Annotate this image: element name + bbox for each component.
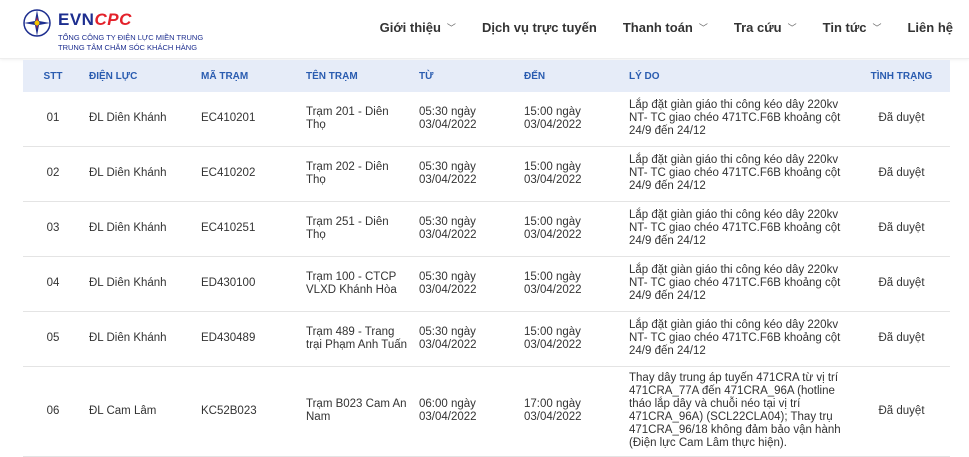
cell-mã-trạm: EC410202	[195, 146, 300, 202]
chevron-down-icon: ﹀	[787, 23, 797, 33]
cell-stt: 03	[23, 201, 83, 257]
table-row: 01 ĐL Diên Khánh EC410201 Trạm 201 - Diên T…	[23, 92, 950, 147]
cell-điện-lực: ĐL Diên Khánh	[83, 256, 195, 312]
cell-tình-trạng: Đã duyệt	[853, 92, 950, 147]
cell-đến: 15:00 ngày 03/04/2022	[518, 201, 623, 257]
cell-mã-trạm: EC410251	[195, 201, 300, 257]
table-row: 02 ĐL Diên Khánh EC410202 Trạm 202 - Diên T…	[23, 146, 950, 202]
cell-từ: 05:30 ngày 03/04/2022	[413, 311, 518, 367]
column-header: STT	[43, 70, 63, 82]
brand-evn: EVN	[58, 10, 95, 29]
cell-đến: 15:00 ngày 03/04/2022	[518, 146, 623, 202]
cell-đến: 17:00 ngày 03/04/2022	[518, 366, 623, 457]
cell-mã-trạm: EC410201	[195, 92, 300, 147]
cell-lý-do: Lắp đặt giàn giáo thi công kéo dây 220kv…	[623, 201, 853, 257]
cell-điện-lực: ĐL Diên Khánh	[83, 92, 195, 147]
main-nav: Giới thiệu ﹀ Dịch vụ trực tuyến Thanh toán ﹀…	[380, 20, 953, 35]
table-row: 03 ĐL Diên Khánh EC410251 Trạm 251 - Diên T…	[23, 201, 950, 257]
brand-name: EVNCPC	[58, 10, 132, 30]
column-header: TỪ	[419, 70, 434, 82]
cell-lý-do: Thay dây trung áp tuyến 471CRA từ vị trí…	[623, 366, 853, 457]
nav-item-1[interactable]: Dịch vụ trực tuyến	[482, 20, 597, 35]
nav-label: Tin tức	[822, 20, 867, 35]
cell-điện-lực: ĐL Diên Khánh	[83, 311, 195, 367]
nav-label: Dịch vụ trực tuyến	[481, 20, 597, 35]
cell-stt: 01	[23, 92, 83, 147]
brand-cpc: CPC	[94, 10, 132, 29]
cell-tên-trạm: Trạm 251 - Diên Thọ	[300, 201, 413, 257]
nav-label: Liên hệ	[907, 20, 953, 35]
column-header: ĐẾN	[524, 70, 546, 82]
cell-mã-trạm: KC52B023	[195, 366, 300, 457]
evncpc-logo[interactable]: EVNCPC TỔNG CÔNG TY ĐIỆN LỰC MIỀN TRUNG …	[22, 6, 222, 52]
table-row: 06 ĐL Cam Lâm KC52B023 Trạm B023 Cam An Nam…	[23, 366, 950, 457]
logo-subtitle-1: TỔNG CÔNG TY ĐIỆN LỰC MIỀN TRUNG	[58, 33, 204, 42]
site-header: EVNCPC TỔNG CÔNG TY ĐIỆN LỰC MIỀN TRUNG …	[0, 0, 969, 59]
cell-stt: 02	[23, 146, 83, 202]
cell-đến: 15:00 ngày 03/04/2022	[518, 92, 623, 147]
cell-từ: 06:00 ngày 03/04/2022	[413, 366, 518, 457]
cell-lý-do: Lắp đặt giàn giáo thi công kéo dây 220kv…	[623, 92, 853, 147]
cell-stt: 05	[23, 311, 83, 367]
cell-tình-trạng: Đã duyệt	[853, 256, 950, 312]
nav-label: Giới thiệu	[379, 20, 441, 35]
evn-star-icon	[23, 9, 51, 37]
cell-stt: 04	[23, 256, 83, 312]
nav-item-3[interactable]: Tra cứu ﹀	[734, 20, 797, 35]
cell-lý-do: Lắp đặt giàn giáo thi công kéo dây 220kv…	[623, 256, 853, 312]
outage-schedule-table: STT ĐIỆN LỰC MÃ TRẠM TÊN TRẠM TỪ ĐẾN LÝ DO TÌNH…	[23, 60, 950, 457]
cell-lý-do: Lắp đặt giàn giáo thi công kéo dây 220kv…	[623, 311, 853, 367]
cell-từ: 05:30 ngày 03/04/2022	[413, 256, 518, 312]
cell-stt: 06	[23, 366, 83, 457]
column-header: TÌNH TRẠNG	[870, 70, 933, 82]
column-header: TÊN TRẠM	[306, 70, 358, 82]
cell-tên-trạm: Trạm 489 - Trang trại Phạm Anh Tuấn	[300, 311, 413, 367]
cell-điện-lực: ĐL Diên Khánh	[83, 146, 195, 202]
nav-item-2[interactable]: Thanh toán ﹀	[623, 20, 708, 35]
column-header: LÝ DO	[629, 70, 660, 82]
cell-mã-trạm: ED430100	[195, 256, 300, 312]
cell-từ: 05:30 ngày 03/04/2022	[413, 146, 518, 202]
cell-từ: 05:30 ngày 03/04/2022	[413, 92, 518, 147]
logo-subtitle-2: TRUNG TÂM CHĂM SÓC KHÁCH HÀNG	[58, 43, 198, 52]
cell-tên-trạm: Trạm 202 - Diên Thọ	[300, 146, 413, 202]
nav-item-0[interactable]: Giới thiệu ﹀	[380, 20, 456, 35]
nav-label: Tra cứu	[733, 20, 782, 35]
table-row: 05 ĐL Diên Khánh ED430489 Trạm 489 - Trang …	[23, 311, 950, 367]
chevron-down-icon: ﹀	[698, 23, 708, 33]
chevron-down-icon: ﹀	[446, 23, 456, 33]
cell-từ: 05:30 ngày 03/04/2022	[413, 201, 518, 257]
chevron-down-icon: ﹀	[872, 23, 882, 33]
nav-label: Thanh toán	[622, 20, 693, 35]
cell-điện-lực: ĐL Cam Lâm	[83, 366, 195, 457]
nav-item-5[interactable]: Liên hệ	[907, 20, 953, 35]
cell-đến: 15:00 ngày 03/04/2022	[518, 311, 623, 367]
cell-mã-trạm: ED430489	[195, 311, 300, 367]
cell-tình-trạng: Đã duyệt	[853, 201, 950, 257]
cell-đến: 15:00 ngày 03/04/2022	[518, 256, 623, 312]
table-header-row: STT ĐIỆN LỰC MÃ TRẠM TÊN TRẠM TỪ ĐẾN LÝ DO TÌNH…	[23, 60, 950, 92]
column-header: ĐIỆN LỰC	[89, 70, 138, 82]
cell-tên-trạm: Trạm 201 - Diên Thọ	[300, 92, 413, 147]
cell-tình-trạng: Đã duyệt	[853, 311, 950, 367]
cell-tên-trạm: Trạm 100 - CTCP VLXD Khánh Hòa	[300, 256, 413, 312]
column-header: MÃ TRẠM	[201, 70, 249, 82]
cell-lý-do: Lắp đặt giàn giáo thi công kéo dây 220kv…	[623, 146, 853, 202]
cell-tên-trạm: Trạm B023 Cam An Nam	[300, 366, 413, 457]
cell-tình-trạng: Đã duyệt	[853, 146, 950, 202]
nav-item-4[interactable]: Tin tức ﹀	[823, 20, 882, 35]
cell-điện-lực: ĐL Diên Khánh	[83, 201, 195, 257]
cell-tình-trạng: Đã duyệt	[853, 366, 950, 457]
table-row: 04 ĐL Diên Khánh ED430100 Trạm 100 - CTCP V…	[23, 256, 950, 312]
